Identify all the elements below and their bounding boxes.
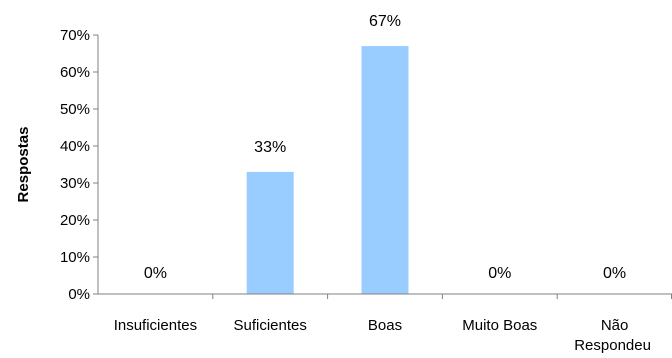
data-labels: 0% 33% 67% 0% 0% [144,13,626,282]
category-labels: Insuficientes Suficientes Boas Muito Boas Nã… [114,317,651,354]
category-label: Boas [368,317,402,334]
bar [246,171,294,294]
y-tick-label: 20% [60,212,90,229]
y-tick-label: 30% [60,175,90,192]
data-label: 0% [488,265,511,282]
bar [361,46,409,294]
y-tick-label: 0% [68,286,90,303]
category-label: Não Respondeu [574,317,651,354]
category-label: Insuficientes [114,317,197,334]
data-label: 33% [254,139,286,156]
category-label: Muito Boas [462,317,537,334]
bars [246,46,409,294]
data-label: 67% [369,13,401,30]
y-axis-ticks: 0% 10% 20% 30% 40% 50% 60% 70% [60,27,672,303]
y-tick-label: 40% [60,138,90,155]
y-tick-label: 70% [60,27,90,44]
data-label: 0% [144,265,167,282]
y-tick-label: 10% [60,249,90,266]
category-label: Suficientes [234,317,307,334]
y-tick-label: 60% [60,64,90,81]
data-label: 0% [603,265,626,282]
y-tick-label: 50% [60,101,90,118]
y-axis-title: Respostas [15,127,32,203]
